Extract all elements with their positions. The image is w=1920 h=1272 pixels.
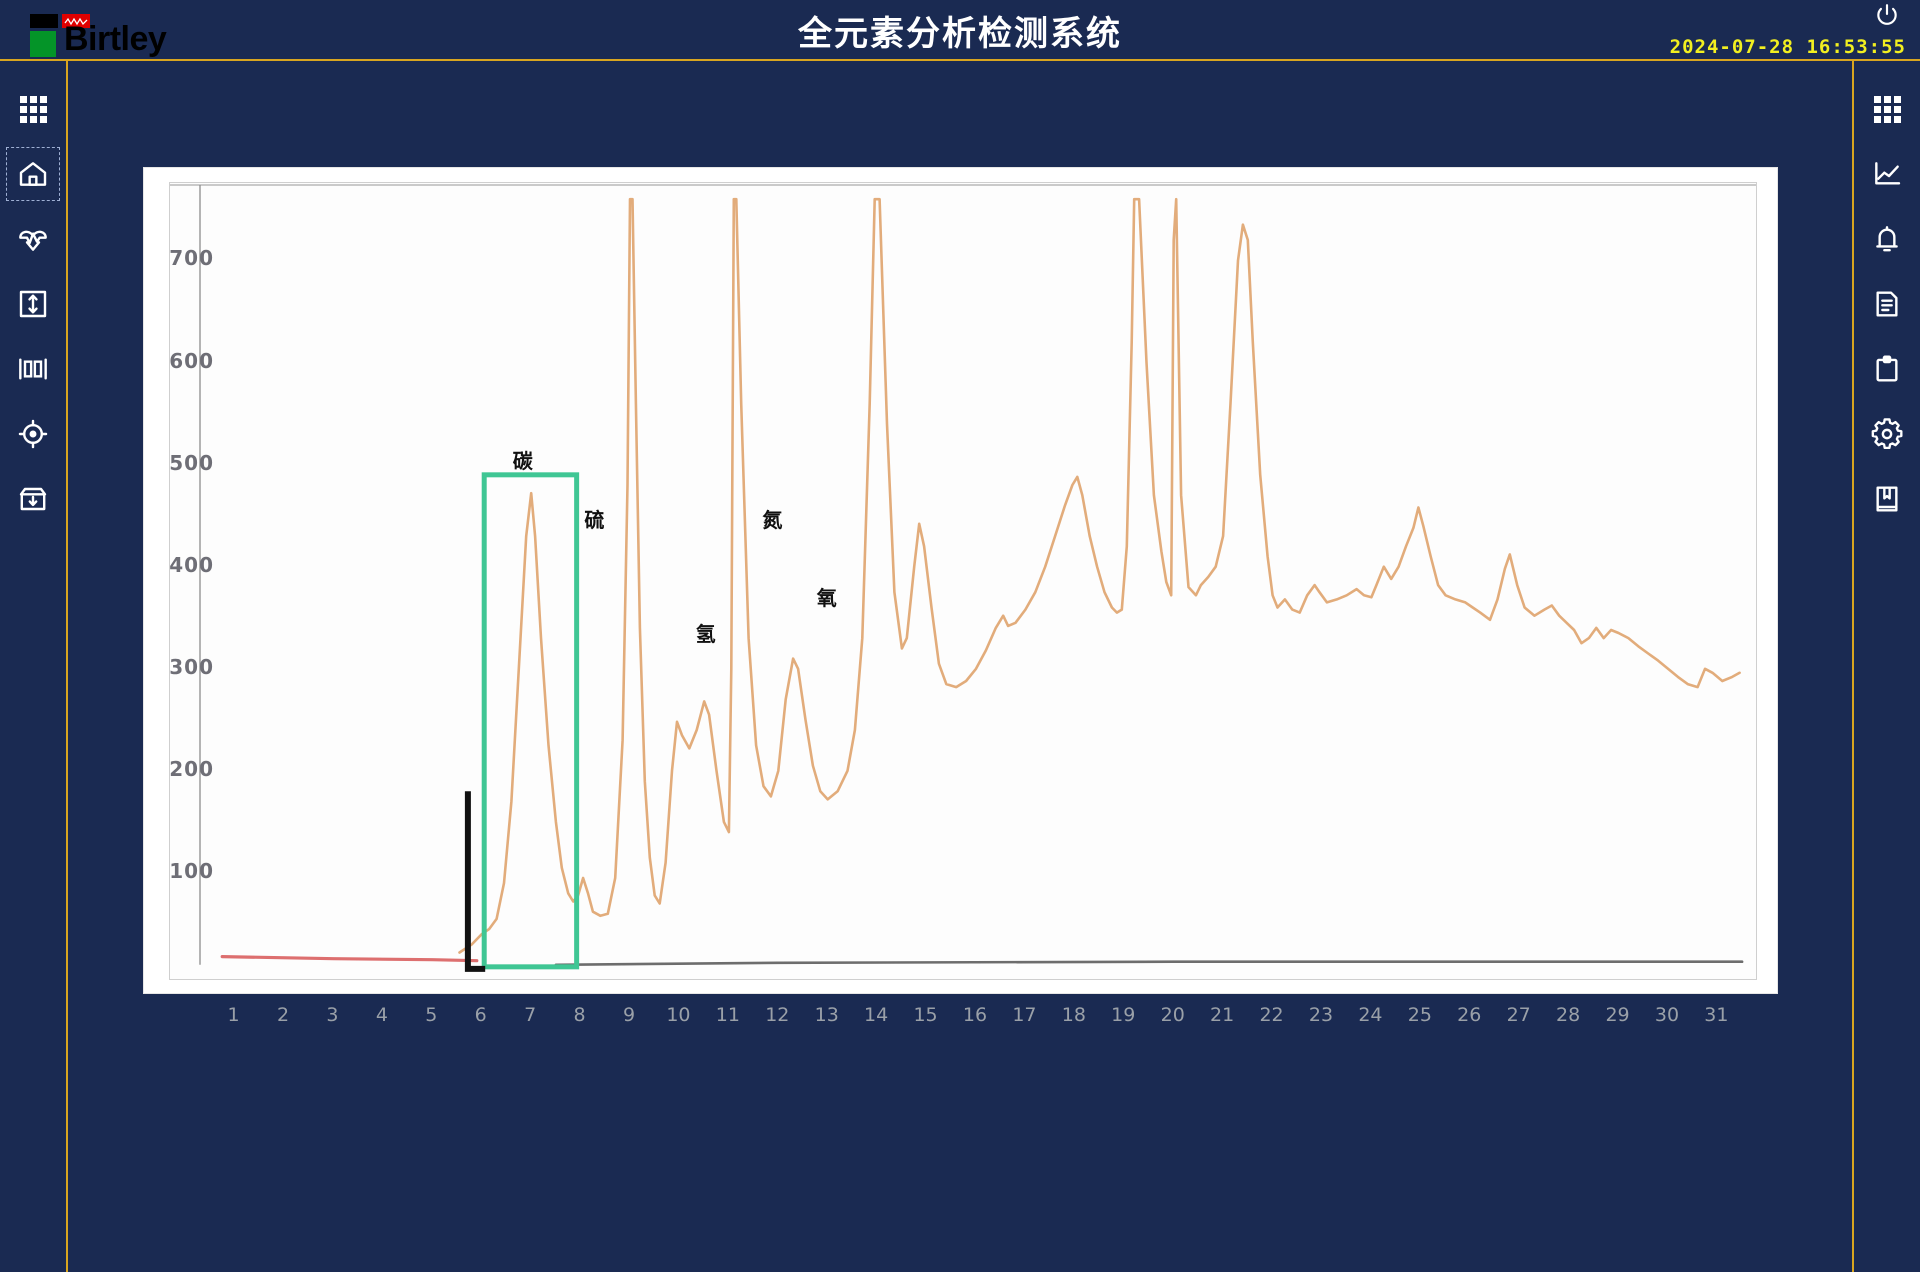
x-axis-tick: 17: [1012, 1004, 1037, 1026]
x-axis-tick: 4: [375, 1004, 388, 1026]
x-axis-tick: 21: [1210, 1004, 1235, 1026]
birtley-logo: Birtley: [22, 6, 167, 57]
logo-wordmark: Birtley: [64, 20, 167, 58]
y-axis-tick: 400: [169, 552, 214, 577]
x-axis-tick: 9: [622, 1004, 636, 1026]
bookmark-book-icon: [1876, 486, 1898, 512]
x-axis-tick: 26: [1457, 1004, 1482, 1026]
range-marker-bracket[interactable]: [464, 791, 486, 972]
logo-black-bar: [30, 14, 58, 28]
x-axis-tick: 19: [1111, 1004, 1136, 1026]
x-axis-tick: 6: [474, 1004, 487, 1026]
peak-label-carbon: 碳: [512, 448, 533, 473]
x-axis-tick: 29: [1605, 1004, 1630, 1026]
grid-menu-icon: [1873, 95, 1901, 123]
y-axis-tick: 300: [169, 654, 214, 679]
sidebar-item-target[interactable]: [7, 408, 59, 460]
spectrum-chart-card[interactable]: 100 200 300 400 500 600 700 1 2 3 4 5 6 7 8 9 10 11 12 13 1…: [144, 168, 1777, 1026]
x-axis-tick: 8: [573, 1004, 586, 1026]
sidebar-item-home[interactable]: [6, 147, 60, 201]
logo-green-square: [30, 31, 56, 57]
x-axis-tick: 28: [1556, 1004, 1581, 1026]
x-axis-tick: 3: [326, 1004, 339, 1026]
sidebar-item-alarms[interactable]: [1861, 213, 1913, 265]
y-axis-tick: 200: [169, 756, 214, 781]
sidebar-item-apps[interactable]: [1861, 83, 1913, 135]
x-axis-tick: 16: [962, 1004, 988, 1026]
wave-icon: [64, 17, 88, 26]
page-title: 全元素分析检测系统: [798, 14, 1122, 54]
sidebar-item-trend[interactable]: [1861, 148, 1913, 200]
y-axis-tick: 600: [169, 348, 214, 373]
logo-red-wave-bar: [62, 14, 90, 28]
x-axis-tick: 24: [1358, 1004, 1383, 1026]
sidebar-item-levels[interactable]: [7, 343, 59, 395]
x-axis-tick: 11: [715, 1004, 740, 1026]
grid-menu-icon: [19, 95, 47, 123]
sidebar-item-export[interactable]: [7, 473, 59, 525]
datetime-display: 2024-07-28 16:53:55: [1669, 36, 1906, 58]
x-axis-tick: 27: [1506, 1004, 1531, 1026]
x-axis-tick: 20: [1160, 1004, 1185, 1026]
x-axis-tick: 1: [227, 1004, 240, 1026]
heartbeat-icon: [19, 230, 47, 251]
x-axis-tick: 18: [1061, 1004, 1086, 1026]
bell-icon: [1876, 226, 1898, 252]
sidebar-right: [1852, 61, 1920, 1272]
y-axis-labels: 100 200 300 400 500 600 700: [158, 182, 214, 980]
clipboard-icon: [1876, 355, 1898, 382]
y-axis-tick: 100: [169, 858, 214, 883]
app-header: Birtley 全元素分析检测系统 2024-07-28 16:53:55: [0, 0, 1920, 61]
peak-label-sulfur: 硫: [584, 507, 605, 532]
x-axis-tick: 30: [1654, 1004, 1680, 1026]
x-axis-tick: 12: [765, 1004, 790, 1026]
x-axis-tick: 5: [425, 1004, 438, 1026]
sidebar-left: [0, 61, 68, 1272]
sidebar-item-menu[interactable]: [7, 83, 59, 135]
x-axis-tick: 15: [913, 1004, 938, 1026]
x-axis-tick: 2: [276, 1004, 290, 1026]
bar-gauge-icon: [19, 358, 47, 380]
peak-label-nitrogen: 氮: [762, 507, 783, 532]
x-axis-tick: 31: [1704, 1004, 1729, 1026]
peak-label-hydrogen: 氢: [695, 622, 716, 647]
sidebar-item-tasks[interactable]: [1861, 343, 1913, 395]
power-icon[interactable]: [1874, 2, 1900, 28]
chart-plot-area[interactable]: [169, 182, 1757, 980]
vertical-arrows-box-icon: [19, 290, 47, 318]
x-axis-labels: 1 2 3 4 5 6 7 8 9 10 11 12 13 14 15 16 17 18 19 20 21 22 23 24 2…: [169, 1004, 1757, 1032]
logo-marks: [22, 10, 90, 57]
gear-icon: [1871, 418, 1903, 450]
document-icon: [1876, 291, 1898, 317]
x-axis-tick: 10: [666, 1004, 691, 1026]
sidebar-item-settings[interactable]: [1861, 408, 1913, 460]
spectrum-curve-svg: [170, 184, 1756, 972]
x-axis-tick: 14: [864, 1004, 889, 1026]
selection-box-carbon[interactable]: [481, 472, 580, 970]
sidebar-item-monitor[interactable]: [7, 213, 59, 265]
y-axis-tick: 500: [169, 450, 214, 475]
sidebar-item-calibration[interactable]: [7, 278, 59, 330]
x-axis-tick: 22: [1259, 1004, 1284, 1026]
line-chart-icon: [1875, 162, 1901, 185]
x-axis-tick: 25: [1407, 1004, 1432, 1026]
peak-label-oxygen: 氧: [816, 586, 837, 611]
x-axis-tick: 23: [1308, 1004, 1334, 1026]
x-axis-tick: 13: [814, 1004, 839, 1026]
main-content: 100 200 300 400 500 600 700 1 2 3 4 5 6 7 8 9 10 11 12 13 1…: [70, 63, 1850, 1272]
download-box-icon: [19, 487, 47, 511]
y-axis-tick: 700: [169, 246, 214, 271]
sidebar-item-manual[interactable]: [1861, 473, 1913, 525]
x-axis-tick: 7: [524, 1004, 537, 1026]
target-crosshair-icon: [18, 419, 48, 449]
sidebar-item-reports[interactable]: [1861, 278, 1913, 330]
home-icon: [19, 162, 47, 186]
